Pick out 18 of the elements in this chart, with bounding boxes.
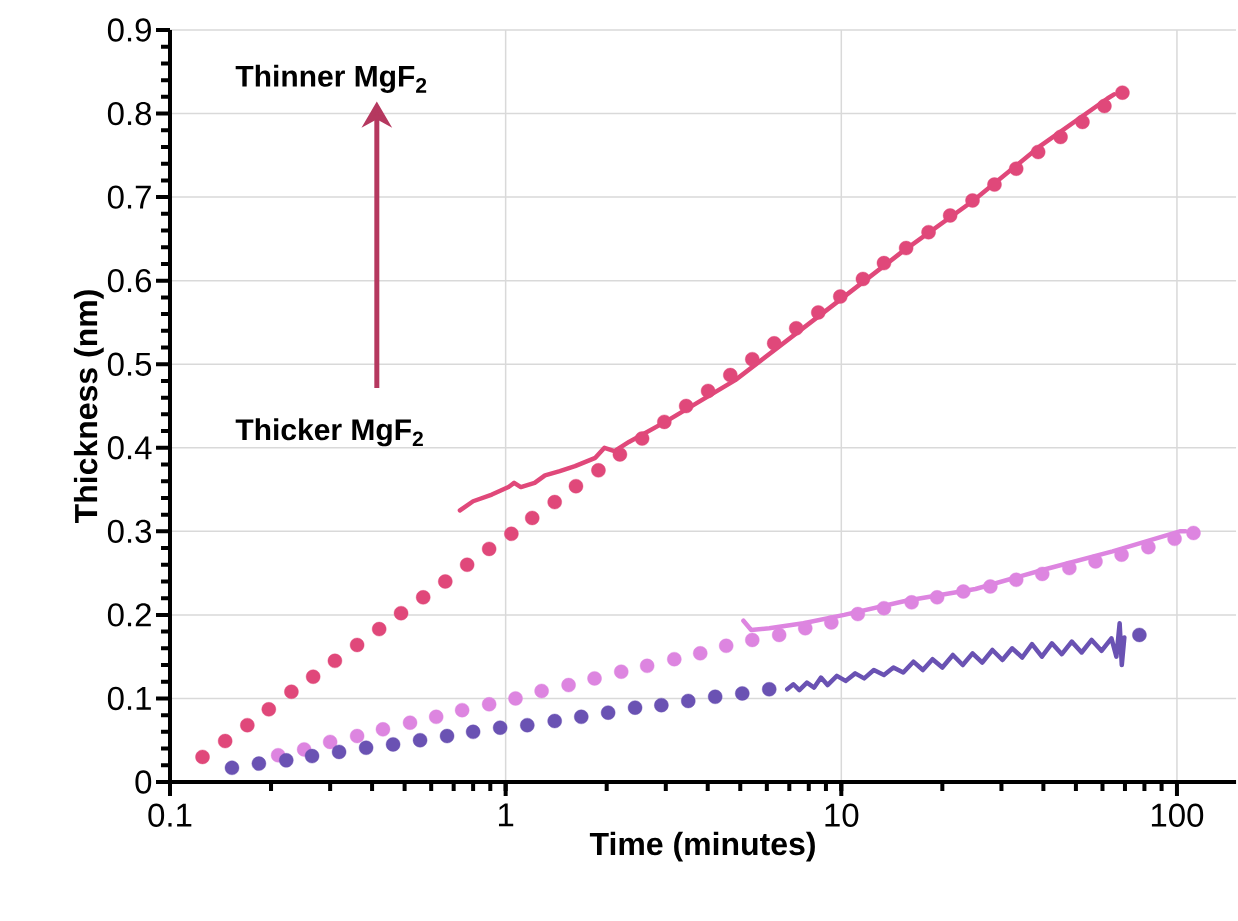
x-tick-label: 0.1 xyxy=(148,803,192,827)
x-tick-label: 100 xyxy=(1151,803,1204,827)
x-tick-label: 1 xyxy=(498,803,514,827)
y-tick-label: 0.5 xyxy=(107,352,152,376)
y-tick-label: 0.6 xyxy=(107,268,152,293)
x-tick-label: 10 xyxy=(825,803,859,827)
text: Thicker MgF$_{2}$ xyxy=(235,418,423,447)
y-axis-title: Thickness (nm) xyxy=(73,290,104,523)
y-tick-label: 0.4 xyxy=(107,436,152,460)
y-tick-label: 0.3 xyxy=(107,519,152,544)
y-tick-label: 0.7 xyxy=(107,185,151,209)
y-tick-label: 0 xyxy=(135,770,152,794)
text: Thinner MgF$_{2}$ xyxy=(235,64,427,93)
x-axis-title: Time (minutes) xyxy=(589,831,815,862)
y-tick-label: 0.9 xyxy=(107,18,151,42)
y-tick-label: 0.1 xyxy=(107,686,151,711)
y-tick-label: 0.2 xyxy=(107,603,151,627)
y-tick-label: 0.8 xyxy=(107,101,152,126)
